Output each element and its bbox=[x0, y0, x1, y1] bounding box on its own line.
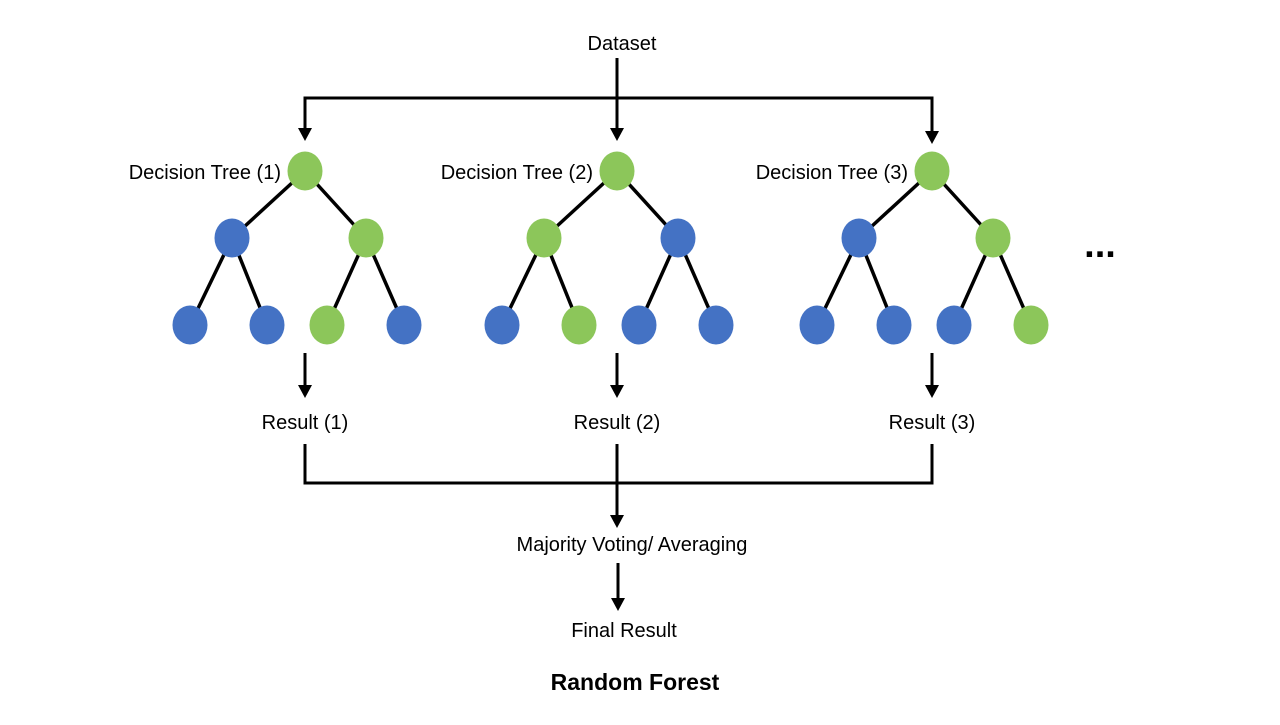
to-tree-3-arrow-head bbox=[925, 131, 939, 144]
tree-1-node-5 bbox=[309, 305, 345, 345]
tree-1-result-arrow-head bbox=[298, 385, 312, 398]
tree-1-label: Decision Tree (1) bbox=[129, 162, 281, 184]
tree-3-node-2 bbox=[975, 218, 1011, 258]
result-2-label: Result (2) bbox=[574, 412, 661, 434]
tree-2-node-2 bbox=[660, 218, 696, 258]
tree-3-node-1 bbox=[841, 218, 877, 258]
final-result-label: Final Result bbox=[571, 620, 677, 642]
tree-2-node-3 bbox=[484, 305, 520, 345]
diagram-caption: Random Forest bbox=[551, 669, 720, 695]
tree-3-node-0 bbox=[914, 151, 950, 191]
to-majority-arrow-head bbox=[610, 515, 624, 528]
tree-2-label: Decision Tree (2) bbox=[441, 162, 593, 184]
result-3-label: Result (3) bbox=[889, 412, 976, 434]
tree-2-result-arrow-head bbox=[610, 385, 624, 398]
tree-3-node-4 bbox=[876, 305, 912, 345]
tree-2-node-4 bbox=[561, 305, 597, 345]
more-trees-ellipsis: ... bbox=[1084, 224, 1116, 266]
result-1-label: Result (1) bbox=[262, 412, 349, 434]
tree-1-node-6 bbox=[386, 305, 422, 345]
tree-1-node-0 bbox=[287, 151, 323, 191]
tree-2-node-6 bbox=[698, 305, 734, 345]
majority-voting-label: Majority Voting/ Averaging bbox=[517, 534, 748, 556]
to-final-arrow-head bbox=[611, 598, 625, 611]
tree-3-node-6 bbox=[1013, 305, 1049, 345]
tree-1-node-4 bbox=[249, 305, 285, 345]
tree-1-node-2 bbox=[348, 218, 384, 258]
tree-1-node-3 bbox=[172, 305, 208, 345]
dataset-label: Dataset bbox=[588, 33, 657, 55]
tree-3-node-5 bbox=[936, 305, 972, 345]
tree-1-node-1 bbox=[214, 218, 250, 258]
tree-2-node-0 bbox=[599, 151, 635, 191]
tree-3-node-3 bbox=[799, 305, 835, 345]
to-tree-2-arrow-head bbox=[610, 128, 624, 141]
tree-2-node-5 bbox=[621, 305, 657, 345]
tree-3-label: Decision Tree (3) bbox=[756, 162, 908, 184]
to-tree-1-arrow-head bbox=[298, 128, 312, 141]
tree-3-result-arrow-head bbox=[925, 385, 939, 398]
tree-2-node-1 bbox=[526, 218, 562, 258]
